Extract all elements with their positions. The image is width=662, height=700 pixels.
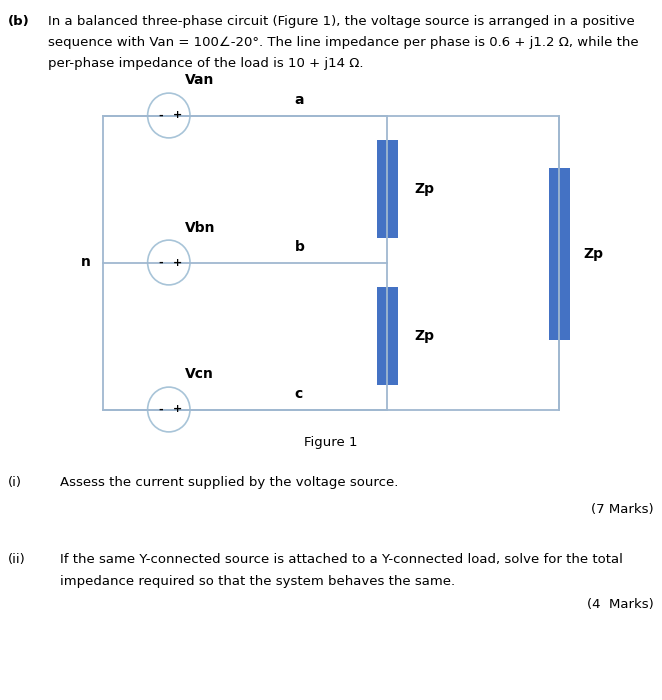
Text: Vcn: Vcn [185, 368, 214, 382]
Text: Zp: Zp [414, 329, 434, 343]
Text: -: - [159, 405, 163, 414]
Text: +: + [173, 258, 182, 267]
Text: Zp: Zp [583, 247, 603, 261]
Text: b: b [295, 240, 305, 254]
Text: n: n [81, 256, 91, 270]
Text: (ii): (ii) [8, 553, 26, 566]
Bar [377, 140, 398, 238]
Text: per-phase impedance of the load is 10 + j14 Ω.: per-phase impedance of the load is 10 + … [48, 57, 363, 71]
Bar [377, 287, 398, 385]
Text: (4  Marks): (4 Marks) [587, 598, 654, 611]
Text: Figure 1: Figure 1 [305, 436, 357, 449]
Bar [549, 168, 570, 340]
Text: +: + [173, 405, 182, 414]
Text: In a balanced three-phase circuit (Figure 1), the voltage source is arranged in : In a balanced three-phase circuit (Figur… [48, 15, 634, 29]
Bar [103, 116, 559, 409]
Text: (i): (i) [8, 476, 22, 489]
Text: a: a [295, 93, 304, 107]
Text: c: c [295, 387, 303, 401]
Text: -: - [159, 258, 163, 267]
Text: +: + [173, 111, 182, 120]
Text: impedance required so that the system behaves the same.: impedance required so that the system be… [60, 575, 455, 589]
Text: (b): (b) [8, 15, 30, 29]
Text: Zp: Zp [414, 182, 434, 196]
Text: Assess the current supplied by the voltage source.: Assess the current supplied by the volta… [60, 476, 398, 489]
Text: If the same Y-connected source is attached to a Y-connected load, solve for the : If the same Y-connected source is attach… [60, 553, 622, 566]
Text: -: - [159, 111, 163, 120]
Text: Vbn: Vbn [185, 220, 216, 234]
Text: Van: Van [185, 74, 214, 88]
Text: (7 Marks): (7 Marks) [591, 503, 654, 516]
Text: sequence with Van = 100∠-20°. The line impedance per phase is 0.6 + j1.2 Ω, whil: sequence with Van = 100∠-20°. The line i… [48, 36, 638, 50]
